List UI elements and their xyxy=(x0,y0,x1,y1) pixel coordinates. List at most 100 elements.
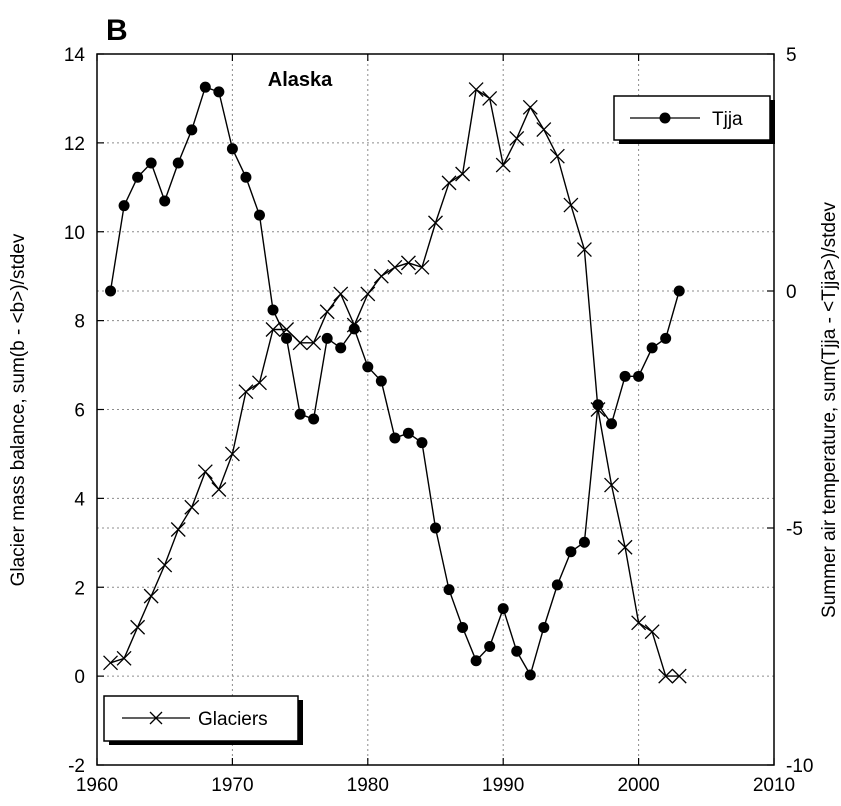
data-point-tjja xyxy=(646,342,658,354)
data-point-tjja xyxy=(660,332,672,344)
data-point-tjja xyxy=(159,195,171,207)
data-point-glaciers xyxy=(428,215,443,231)
data-point-tjja xyxy=(281,332,293,344)
data-point-glaciers xyxy=(224,446,240,462)
y2-axis-label: Summer air temperature, sum(Tjja - <Tjja… xyxy=(819,202,840,619)
data-point-glaciers xyxy=(360,286,376,302)
data-point-glaciers xyxy=(604,477,619,493)
data-point-glaciers xyxy=(658,668,674,684)
data-point-glaciers xyxy=(170,522,186,537)
x-tick-label: 1990 xyxy=(482,775,524,796)
data-point-glaciers xyxy=(116,650,132,666)
data-point-glaciers xyxy=(373,268,389,284)
data-point-tjja xyxy=(497,603,509,615)
x-tick-label: 2000 xyxy=(617,775,659,796)
data-point-glaciers xyxy=(441,175,457,191)
data-point-tjja xyxy=(294,408,306,420)
data-point-tjja xyxy=(213,86,225,98)
data-point-tjja xyxy=(619,370,631,382)
y2-tick-label: 0 xyxy=(786,282,797,303)
y-tick-label: 4 xyxy=(74,489,85,510)
data-point-tjja xyxy=(375,375,387,387)
data-point-tjja xyxy=(565,546,577,558)
data-point-glaciers xyxy=(671,668,687,684)
data-point-glaciers xyxy=(211,482,227,497)
x-tick-label: 2010 xyxy=(753,775,795,796)
data-point-glaciers xyxy=(400,255,416,271)
data-point-glaciers xyxy=(522,99,538,115)
data-point-tjja xyxy=(253,209,265,221)
data-point-tjja xyxy=(673,285,685,297)
data-point-glaciers xyxy=(414,259,430,275)
legend-glaciers: Glaciers xyxy=(103,695,303,745)
y-tick-label: 10 xyxy=(64,223,85,244)
data-point-glaciers xyxy=(103,655,118,671)
data-point-glaciers xyxy=(292,335,308,351)
data-point-glaciers xyxy=(238,384,254,400)
data-point-glaciers xyxy=(549,148,565,164)
region-label: Alaska xyxy=(268,69,333,91)
data-point-tjja xyxy=(524,669,536,681)
data-point-glaciers xyxy=(319,304,335,320)
data-point-tjja xyxy=(172,157,184,169)
legend-tjja-label: Tjja xyxy=(712,109,743,130)
data-point-glaciers xyxy=(306,335,322,351)
data-point-glaciers xyxy=(197,464,213,480)
legend-glaciers-label: Glaciers xyxy=(198,709,268,730)
legend-tjja-marker xyxy=(659,112,671,124)
y2-tick-label: -10 xyxy=(786,756,813,777)
data-point-tjja xyxy=(308,413,320,425)
data-point-tjja xyxy=(348,323,360,335)
data-point-glaciers xyxy=(495,157,511,173)
y-tick-label: 14 xyxy=(64,45,86,66)
y-tick-label: 0 xyxy=(74,667,85,688)
data-point-tjja xyxy=(118,200,130,212)
x-tick-label: 1960 xyxy=(76,775,118,796)
data-point-tjja xyxy=(430,522,441,534)
data-point-tjja xyxy=(105,285,117,297)
grid xyxy=(97,54,774,765)
legend-tjja: Tjja xyxy=(613,95,775,144)
data-point-tjja xyxy=(402,427,414,439)
data-point-glaciers xyxy=(333,286,349,302)
tick-layer: 1960 1970 1980 1990 2000 2010 -2 0 2 4 6 8 10 12 14 -10… xyxy=(64,45,814,796)
y2-tick-label: -5 xyxy=(786,519,803,540)
y-axis-label: Glacier mass balance, sum(b - <b>)/stdev xyxy=(8,233,29,586)
data-point-tjja xyxy=(132,171,144,183)
data-point-glaciers xyxy=(455,166,471,182)
data-point-glaciers xyxy=(279,322,295,337)
data-point-tjja xyxy=(362,361,374,373)
series-layer xyxy=(103,81,687,684)
data-point-tjja xyxy=(511,645,523,657)
data-point-tjja xyxy=(538,622,550,634)
data-point-glaciers xyxy=(387,259,403,275)
data-point-glaciers xyxy=(265,322,281,337)
y-tick-label: 2 xyxy=(74,578,85,599)
y2-tick-label: 5 xyxy=(786,45,797,66)
data-point-glaciers xyxy=(482,90,498,106)
data-point-tjja xyxy=(457,622,469,634)
data-point-glaciers xyxy=(644,624,660,640)
data-point-tjja xyxy=(389,432,401,444)
data-point-tjja xyxy=(484,641,496,652)
x-tick-label: 1970 xyxy=(211,775,253,796)
data-point-glaciers xyxy=(617,539,633,555)
data-point-tjja xyxy=(470,655,482,667)
data-point-glaciers xyxy=(576,242,592,257)
data-point-glaciers xyxy=(631,615,647,631)
y-tick-label: 8 xyxy=(74,312,85,333)
data-point-tjja xyxy=(606,418,618,430)
data-point-tjja xyxy=(240,171,252,183)
data-point-tjja xyxy=(551,579,563,591)
legend-glaciers-marker xyxy=(149,711,163,725)
data-point-glaciers xyxy=(536,122,552,138)
data-point-tjja xyxy=(267,304,279,316)
data-point-glaciers xyxy=(509,130,525,146)
data-point-glaciers xyxy=(184,499,200,515)
data-point-tjja xyxy=(578,536,590,548)
series-line-glaciers xyxy=(110,88,680,677)
data-point-glaciers xyxy=(143,588,159,604)
data-point-tjja xyxy=(335,342,347,354)
